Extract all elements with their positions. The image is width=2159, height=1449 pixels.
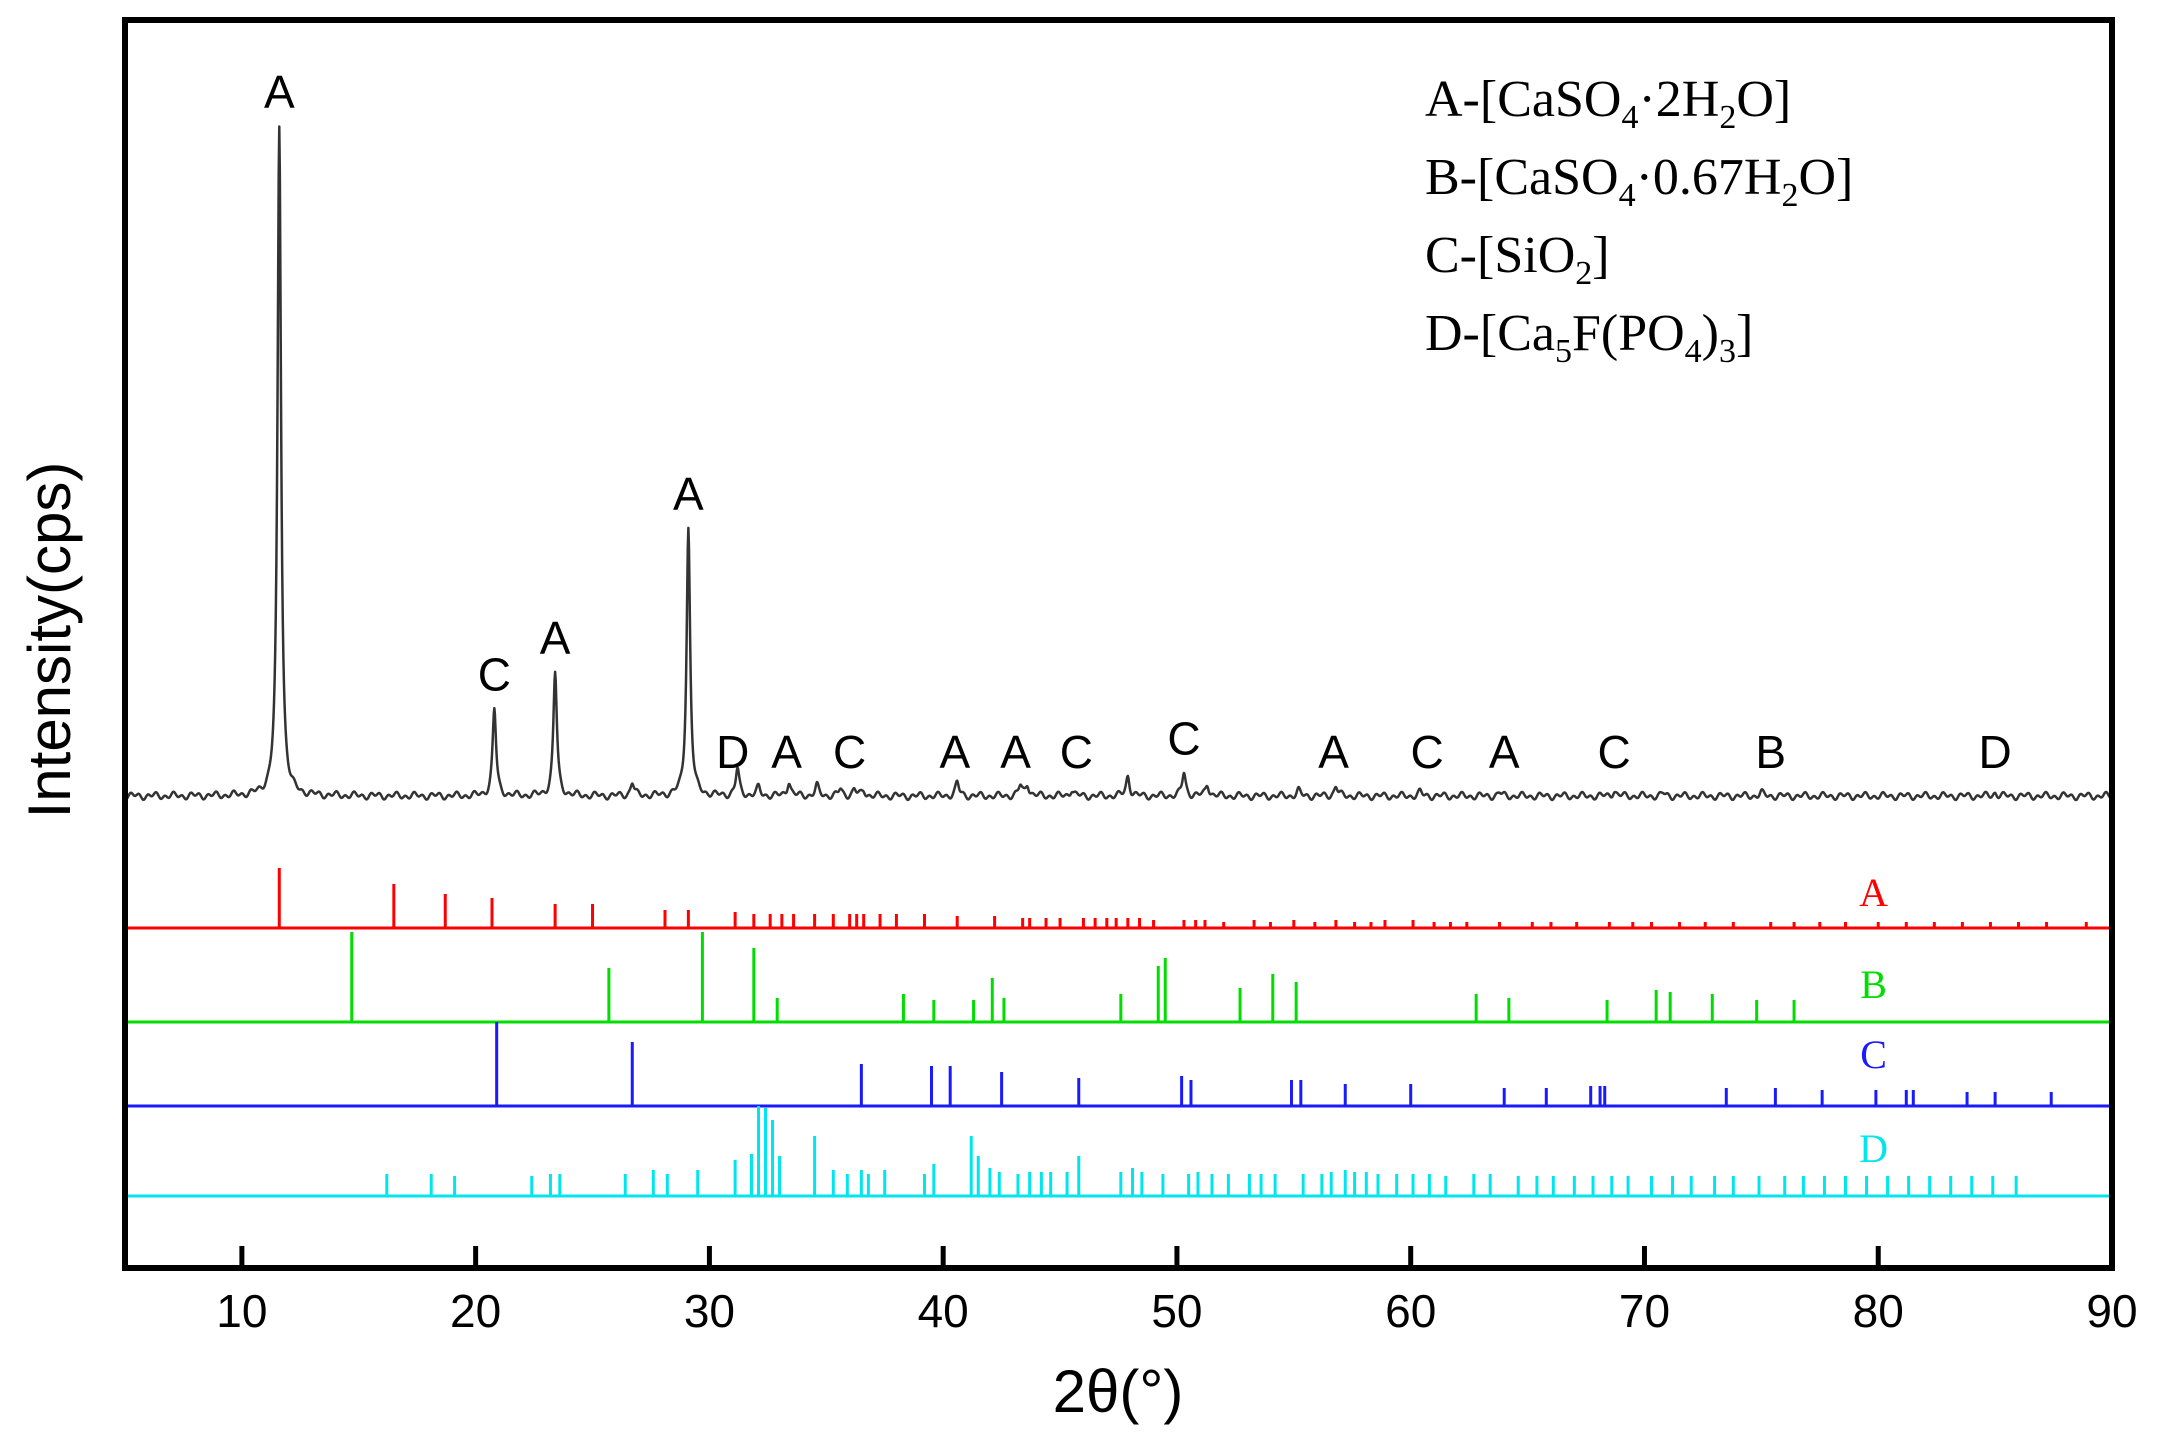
x-tick-label-30: 30 bbox=[684, 1285, 735, 1337]
x-tick-label-20: 20 bbox=[450, 1285, 501, 1337]
peak-label-11: A bbox=[1318, 726, 1349, 778]
peak-label-9: C bbox=[1060, 726, 1093, 778]
peak-label-14: C bbox=[1597, 726, 1630, 778]
peak-label-7: A bbox=[940, 726, 971, 778]
reference-pattern-a: A bbox=[125, 868, 2112, 930]
x-tick-label-60: 60 bbox=[1385, 1285, 1436, 1337]
legend-entry-c: C-[SiO2] bbox=[1425, 227, 1610, 292]
peak-label-3: A bbox=[673, 468, 704, 520]
reference-label-a: A bbox=[1859, 870, 1888, 915]
peak-label-13: A bbox=[1489, 726, 1520, 778]
sample-pattern-line bbox=[124, 125, 2113, 802]
peak-label-16: D bbox=[1979, 726, 2012, 778]
peak-label-12: C bbox=[1410, 726, 1443, 778]
reference-patterns: A BC D bbox=[125, 868, 2112, 1198]
reference-label-c: C bbox=[1860, 1032, 1887, 1077]
legend-entry-a: A-[CaSO4·2H2O] bbox=[1425, 71, 1791, 136]
x-tick-label-50: 50 bbox=[1151, 1285, 1202, 1337]
plot-frame bbox=[122, 17, 2115, 1271]
x-tick-label-70: 70 bbox=[1619, 1285, 1670, 1337]
reference-label-d: D bbox=[1859, 1126, 1888, 1171]
peak-label-5: A bbox=[771, 726, 802, 778]
reference-label-b: B bbox=[1860, 962, 1887, 1007]
reference-pattern-d: D bbox=[125, 1106, 2112, 1198]
y-axis-title: Intensity(cps) bbox=[16, 462, 83, 819]
peak-label-8: A bbox=[1000, 726, 1031, 778]
reference-pattern-c: C bbox=[125, 1022, 2112, 1108]
x-tick-label-90: 90 bbox=[2086, 1285, 2137, 1337]
sample-pattern bbox=[124, 125, 2113, 802]
legend-entry-d: D-[Ca5F(PO4)3] bbox=[1425, 305, 1753, 370]
legend-entry-b: B-[CaSO4·0.67H2O] bbox=[1425, 149, 1853, 214]
peak-label-0: A bbox=[264, 66, 295, 118]
reference-pattern-b: B bbox=[125, 932, 2112, 1024]
peak-label-6: C bbox=[833, 726, 866, 778]
x-tick-label-40: 40 bbox=[918, 1285, 969, 1337]
peak-label-4: D bbox=[716, 726, 749, 778]
peak-label-10: C bbox=[1167, 712, 1200, 764]
x-tick-label-10: 10 bbox=[216, 1285, 267, 1337]
peak-label-2: A bbox=[540, 612, 571, 664]
x-tick-label-80: 80 bbox=[1853, 1285, 1904, 1337]
peak-label-15: B bbox=[1755, 726, 1786, 778]
x-axis-title: 2θ(°) bbox=[1053, 1358, 1184, 1425]
legend: A-[CaSO4·2H2O] B-[CaSO4·0.67H2O] C-[SiO2… bbox=[1425, 71, 1853, 370]
peak-label-1: C bbox=[478, 649, 511, 701]
x-axis-ticks: 10 20 30 40 50 60 70 80 90 bbox=[216, 1246, 2138, 1337]
